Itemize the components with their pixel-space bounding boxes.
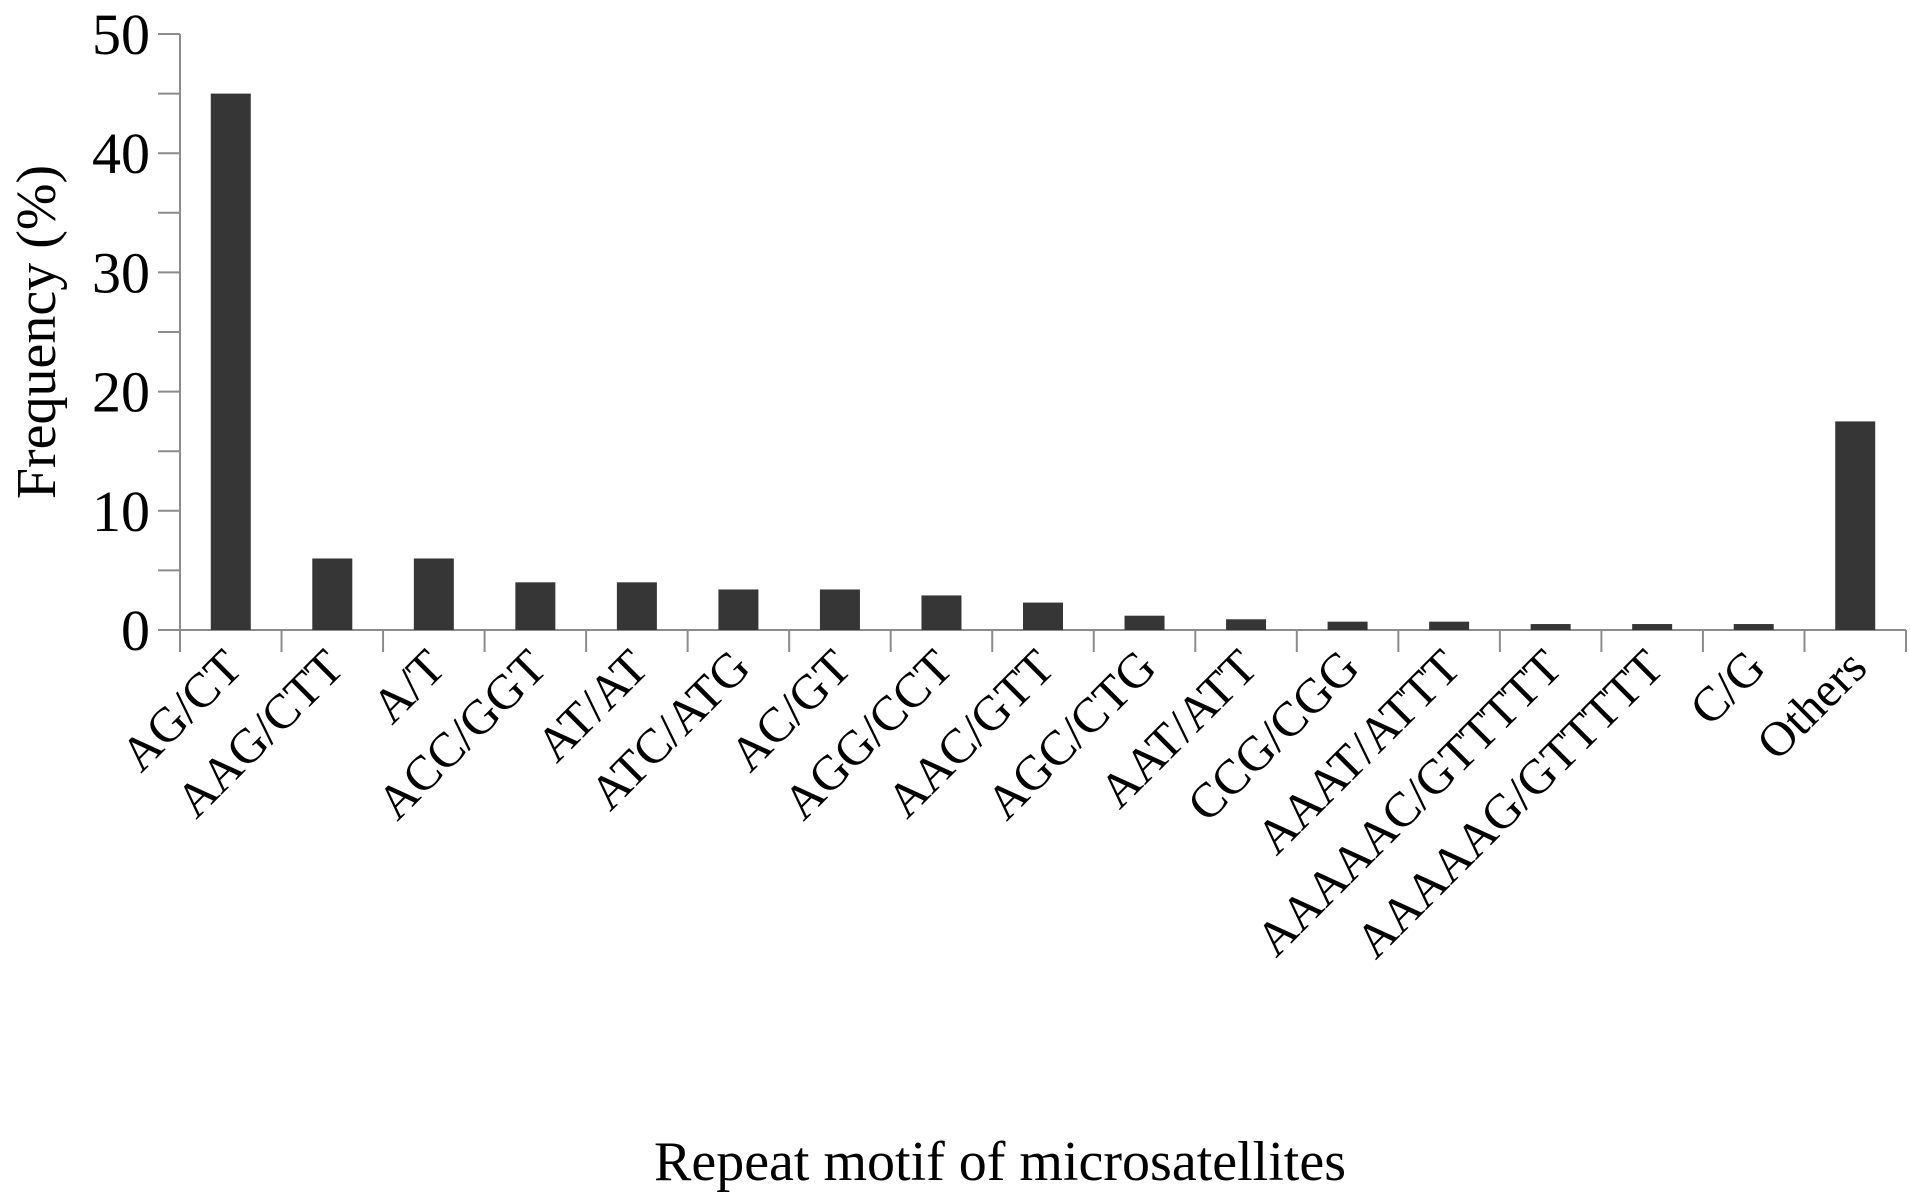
bar — [921, 595, 962, 630]
bar — [819, 589, 860, 630]
y-tick-label: 0 — [121, 598, 150, 663]
bar — [515, 582, 556, 630]
bar — [1835, 421, 1876, 630]
y-axis-title: Frequency (%) — [6, 165, 68, 499]
y-tick-label: 40 — [92, 121, 150, 186]
y-tick-label: 20 — [92, 360, 150, 425]
bar — [1530, 624, 1571, 630]
bar — [1632, 624, 1673, 630]
bar — [1733, 624, 1774, 630]
y-tick-label: 50 — [92, 2, 150, 67]
y-tick-label: 30 — [92, 240, 150, 305]
x-axis-title: Repeat motif of microsatellites — [654, 1131, 1346, 1193]
bar — [616, 582, 657, 630]
bar — [413, 558, 454, 630]
bar — [210, 93, 251, 631]
bar — [1429, 621, 1470, 630]
bar — [1124, 615, 1165, 630]
bar — [1327, 621, 1368, 630]
bar — [1023, 602, 1063, 630]
bar — [718, 589, 759, 630]
bar — [312, 558, 353, 630]
y-tick-label: 10 — [92, 479, 150, 544]
bar — [1226, 619, 1267, 630]
x-tick-label: Others — [1746, 639, 1877, 770]
